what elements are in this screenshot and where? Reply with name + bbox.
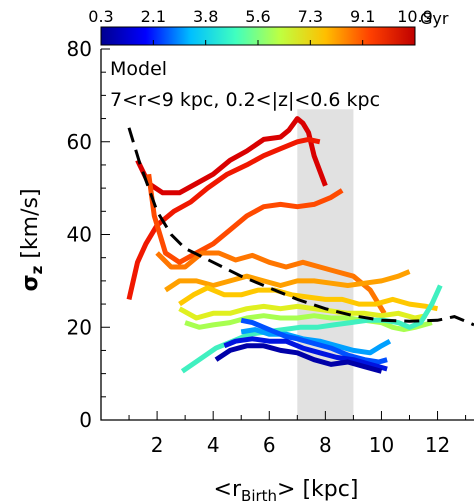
series-line-9 bbox=[240, 327, 392, 356]
y-tick-label: 80 bbox=[67, 37, 92, 61]
series-line-5 bbox=[178, 285, 439, 312]
x-axis-label-prefix: <r bbox=[214, 477, 242, 502]
colorbar-tick-label: 10.9 bbox=[397, 7, 433, 26]
series-line-10 bbox=[240, 317, 388, 365]
colorbar-tick-labels: 0.3 2.1 3.8 5.6 7.3 9.1 10.9 bbox=[88, 7, 433, 26]
series-line-7 bbox=[184, 313, 433, 333]
series-line-4 bbox=[164, 269, 411, 293]
x-axis-label-suffix: > [kpc] bbox=[277, 477, 358, 502]
reference-dashed-line bbox=[127, 127, 474, 327]
colorbar-tick-label: 9.1 bbox=[350, 7, 375, 26]
annotation-selection: 7<r<9 kpc, 0.2<|z|<0.6 kpc bbox=[110, 89, 380, 111]
y-tick-label: 40 bbox=[67, 223, 92, 247]
series-line-0 bbox=[135, 116, 328, 196]
y-tick-label: 0 bbox=[79, 408, 92, 432]
colorbar-ticks bbox=[100, 40, 416, 45]
colorbar-unit: Gyr bbox=[420, 9, 449, 28]
y-axis-ticks: 0 20 40 60 80 bbox=[67, 37, 110, 432]
colorbar-tick-label: 5.6 bbox=[245, 7, 270, 26]
colorbar-tick-label: 7.3 bbox=[298, 7, 323, 26]
x-axis-label-sub: Birth bbox=[241, 487, 277, 502]
y-axis-label: σz [km/s] bbox=[18, 188, 46, 291]
series-line-11 bbox=[223, 336, 388, 372]
colorbar-tick-label: 2.1 bbox=[141, 7, 166, 26]
y-axis-label-sub: z bbox=[28, 265, 46, 274]
series-layer bbox=[126, 116, 443, 374]
y-tick-label: 60 bbox=[67, 130, 92, 154]
series-line-1 bbox=[126, 136, 321, 300]
x-tick-label: 8 bbox=[319, 433, 332, 457]
colorbar-tick-label: 0.3 bbox=[88, 7, 113, 26]
y-axis-label-main: σ bbox=[18, 274, 43, 291]
y-axis-label-suffix: [km/s] bbox=[18, 188, 43, 265]
x-axis-ticks: 2 4 6 8 10 12 bbox=[128, 411, 467, 457]
annotation-model: Model bbox=[110, 58, 167, 80]
series-line-2 bbox=[146, 173, 344, 265]
series-line-6 bbox=[178, 303, 427, 321]
colorbar-tick-label: 3.8 bbox=[193, 7, 218, 26]
series-line-3 bbox=[155, 250, 387, 315]
y-tick-label: 20 bbox=[67, 315, 92, 339]
plot-area: 2 4 6 8 10 12 0 20 40 60 80 bbox=[67, 37, 474, 457]
colorbar: 0.3 2.1 3.8 5.6 7.3 9.1 10.9 Gyr bbox=[88, 7, 449, 46]
x-axis-label: <rBirth> [kpc] bbox=[214, 477, 359, 502]
x-tick-label: 10 bbox=[369, 433, 394, 457]
x-tick-label: 4 bbox=[207, 433, 220, 457]
x-tick-label: 6 bbox=[263, 433, 276, 457]
x-tick-label: 2 bbox=[151, 433, 164, 457]
series-line-12 bbox=[214, 343, 383, 374]
x-tick-label: 12 bbox=[425, 433, 450, 457]
